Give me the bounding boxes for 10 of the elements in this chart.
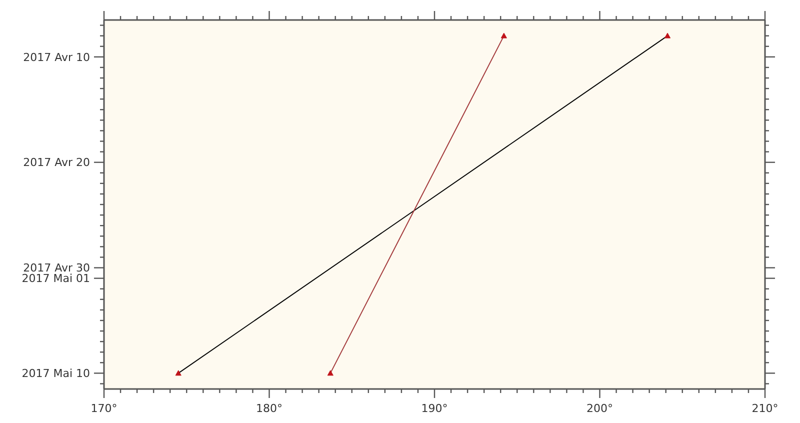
y-tick-label: 2017 Avr 30 [23,262,90,275]
x-tick-label: 190° [421,402,448,415]
y-tick-label: 2017 Avr 10 [23,50,90,64]
x-tick-label: 180° [256,402,282,415]
y-tick-label: 2017 Avr 20 [23,156,90,170]
y-tick-label: 2017 Mai 01 [22,272,90,286]
x-tick-label: 170° [90,402,118,415]
x-tick-label: 200° [586,402,613,415]
x-tick-label: 210° [752,402,778,415]
y-tick-label: 2017 Mai 10 [22,367,90,380]
